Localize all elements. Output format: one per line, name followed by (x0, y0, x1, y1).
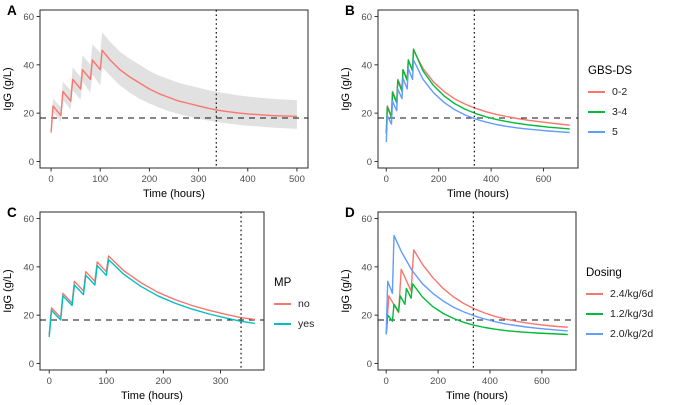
panel-c-label: C (7, 205, 17, 220)
legend-line-swatch (588, 130, 605, 133)
series-line-5 (385, 59, 570, 143)
x-tick-label: 200 (155, 376, 171, 387)
x-axis-title: Time (hours) (447, 188, 509, 200)
panel-a: A 0 100 200 300 400 500 0 20 40 60 Time (hours) IgG… (0, 0, 338, 202)
y-tick-label: 20 (23, 311, 34, 322)
y-axis-title: IgG (g/L) (2, 269, 14, 312)
legend-title: Dosing (586, 267, 622, 279)
x-tick-label: 600 (536, 174, 552, 185)
series-line-2-0-kg-2d (385, 234, 568, 335)
y-tick-label: 40 (23, 60, 34, 71)
x-tick-label: 400 (240, 174, 256, 185)
panel-c-plot: 0 100 200 300 0 20 40 60 Time (hours) IgG (g/L) (2, 211, 265, 402)
x-tick-label: 0 (47, 376, 52, 387)
panel-b: B 0 200 400 600 0 20 40 60 Time (hours) IgG (g/L)… (338, 0, 677, 202)
panel-a-label: A (7, 3, 17, 18)
panel-d-label: D (345, 205, 355, 220)
legend-label: no (298, 298, 310, 310)
x-tick-label: 200 (431, 174, 447, 185)
y-axis-title: IgG (g/L) (2, 67, 14, 110)
x-tick-label: 500 (289, 174, 305, 185)
legend-label: 2.4/kg/6d (610, 288, 654, 300)
y-tick-label: 0 (367, 359, 372, 370)
panel-c-legend: MP no yes (272, 202, 314, 405)
panel-b-label: B (345, 3, 355, 18)
plot-border (377, 9, 579, 169)
y-tick-label: 0 (367, 157, 372, 168)
panel-b-legend: GBS-DS 0-2 3-4 5 (586, 0, 632, 202)
legend-line-swatch (274, 323, 291, 325)
legend-item: 2.0/kg/2d (586, 328, 653, 340)
y-tick-label: 40 (361, 262, 372, 273)
legend-item: 0-2 (588, 86, 632, 98)
panel-a-plot: 0 100 200 300 400 500 0 20 40 60 Time (hours) IgG (… (2, 9, 309, 200)
y-tick-label: 60 (23, 214, 34, 225)
x-tick-label: 0 (384, 376, 389, 387)
confidence-ribbon (51, 32, 297, 137)
y-tick-label: 0 (29, 359, 34, 370)
legend-label: 3-4 (612, 105, 628, 118)
y-tick-label: 20 (361, 311, 372, 322)
panel-b-plot: 0 200 400 600 0 20 40 60 Time (hours) IgG (g/L) (340, 9, 579, 200)
legend-label: 0-2 (612, 85, 628, 98)
x-tick-label: 400 (483, 174, 499, 185)
legend-item: yes (274, 318, 314, 330)
y-tick-label: 60 (361, 12, 372, 23)
x-tick-label: 0 (384, 174, 389, 185)
legend-item: 1.2/kg/3d (586, 308, 653, 320)
legend-item: no (274, 298, 314, 310)
legend-line-swatch (586, 313, 603, 315)
y-tick-label: 60 (23, 12, 34, 23)
legend-item: 2.4/kg/6d (586, 288, 653, 300)
x-axis-title: Time (hours) (121, 390, 183, 402)
legend-label: 2.0/kg/2d (610, 328, 654, 340)
x-tick-label: 0 (48, 174, 53, 185)
series-line-2-4-kg-6d (385, 249, 568, 335)
legend-item: 5 (588, 126, 632, 138)
x-tick-label: 200 (430, 376, 446, 387)
x-tick-label: 200 (141, 174, 157, 185)
legend-label: 1.2/kg/3d (610, 308, 654, 320)
y-tick-label: 60 (361, 214, 372, 225)
x-axis-title: Time (hours) (143, 188, 205, 200)
y-tick-label: 20 (23, 109, 34, 120)
x-tick-label: 300 (213, 376, 229, 387)
x-tick-label: 300 (191, 174, 207, 185)
y-tick-label: 40 (23, 262, 34, 273)
legend-line-swatch (274, 303, 291, 305)
legend-item: 3-4 (588, 106, 632, 118)
panel-d-plot: 0 200 400 600 0 20 40 60 Time (hours) IgG (g/L) (340, 211, 577, 402)
x-tick-label: 100 (92, 174, 108, 185)
series-line-yes (48, 258, 255, 337)
x-axis-title: Time (hours) (446, 390, 508, 402)
legend-line-swatch (586, 333, 603, 335)
legend-label: yes (298, 318, 315, 330)
legend-title: MP (274, 277, 292, 289)
panel-d-legend: Dosing 2.4/kg/6d 1.2/kg/3d 2.0/kg/2d (584, 202, 653, 405)
x-tick-label: 600 (534, 376, 550, 387)
x-tick-label: 400 (482, 376, 498, 387)
series-line-1-2-kg-3d (385, 283, 568, 336)
y-tick-label: 0 (29, 157, 34, 168)
y-axis-title: IgG (g/L) (340, 269, 352, 312)
legend-label: 5 (612, 125, 618, 138)
legend-line-swatch (586, 293, 603, 295)
y-tick-label: 20 (361, 109, 372, 120)
panel-c: C 0 100 200 300 0 20 40 60 Time (hours) IgG (g/L)… (0, 202, 338, 405)
plot-border (39, 211, 265, 371)
legend-line-swatch (588, 90, 605, 93)
series-line-mean (50, 49, 297, 133)
legend-title: GBS-DS (588, 64, 633, 77)
legend-line-swatch (588, 110, 605, 113)
y-axis-title: IgG (g/L) (340, 67, 352, 110)
panel-d: D 0 200 400 600 0 20 40 60 Time (hours) IgG (g/L)… (338, 202, 677, 405)
x-tick-label: 100 (98, 376, 114, 387)
y-tick-label: 40 (361, 60, 372, 71)
